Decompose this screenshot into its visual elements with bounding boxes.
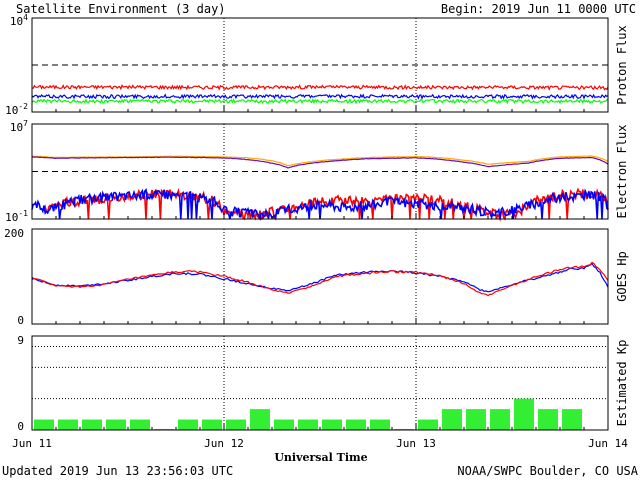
kp-bar xyxy=(250,409,270,430)
hp-panel: 200 0 GOES Hp xyxy=(4,227,629,327)
kp-bar xyxy=(514,398,534,430)
electron-series-orange xyxy=(31,155,609,167)
kp-bar xyxy=(82,419,102,430)
hp-series-blue xyxy=(31,262,609,293)
y-tick-label: 107 xyxy=(10,119,28,134)
begin-time: Begin: 2019 Jun 11 0000 UTC xyxy=(441,2,636,16)
kp-bar xyxy=(442,409,462,430)
kp-bar xyxy=(418,419,438,430)
hp-y-label: GOES Hp xyxy=(615,251,629,302)
proton-series-blue xyxy=(31,93,609,100)
kp-bar xyxy=(538,409,558,430)
y-tick-label: 0 xyxy=(17,314,24,327)
x-tick-label: Jun 14 xyxy=(588,437,628,450)
kp-bar xyxy=(562,409,582,430)
x-axis-label: Universal Time xyxy=(274,451,367,464)
y-tick-label: 0 xyxy=(17,420,24,433)
chart-panels: 104 10-2 Proton Flux 107 10-1 Electron Flux 20… xyxy=(4,13,629,450)
kp-bar xyxy=(130,419,150,430)
kp-bar xyxy=(58,419,78,430)
kp-panel: 9 0 Estimated Kp xyxy=(17,334,629,433)
y-tick-label: 104 xyxy=(10,13,28,28)
y-tick-label: 9 xyxy=(17,334,24,347)
kp-bar xyxy=(34,419,54,430)
kp-bar xyxy=(226,419,246,430)
x-tick-label: Jun 13 xyxy=(396,437,436,450)
kp-bar xyxy=(370,419,390,430)
proton-series-red xyxy=(31,84,609,91)
proton-panel: 104 10-2 Proton Flux xyxy=(5,13,629,117)
kp-bar xyxy=(466,409,486,430)
kp-bar xyxy=(154,428,174,430)
kp-bar xyxy=(346,419,366,430)
electron-panel: 107 10-1 Electron Flux xyxy=(5,119,629,224)
kp-bar xyxy=(490,409,510,430)
kp-bar xyxy=(322,419,342,430)
y-tick-label: 10-2 xyxy=(5,102,28,117)
y-tick-label: 10-1 xyxy=(5,209,28,224)
proton-series-green xyxy=(31,97,609,105)
y-tick-label: 200 xyxy=(4,227,24,240)
electron-y-label: Electron Flux xyxy=(615,125,629,219)
kp-bar xyxy=(178,419,198,430)
chart-title: Satellite Environment (3 day) xyxy=(16,2,226,16)
proton-y-label: Proton Flux xyxy=(615,25,629,104)
kp-bar xyxy=(106,419,126,430)
kp-y-label: Estimated Kp xyxy=(615,340,629,427)
hp-frame xyxy=(31,228,609,325)
electron-frame xyxy=(31,123,609,220)
kp-bar xyxy=(298,419,318,430)
x-tick-label: Jun 12 xyxy=(204,437,244,450)
hp-series-red xyxy=(31,261,609,297)
kp-bar xyxy=(394,428,414,430)
credit-text: NOAA/SWPC Boulder, CO USA xyxy=(457,464,638,478)
kp-bar xyxy=(202,419,222,430)
updated-timestamp: Updated 2019 Jun 13 23:56:03 UTC xyxy=(2,464,233,478)
electron-series-purple xyxy=(32,156,609,169)
kp-bar xyxy=(274,419,294,430)
x-tick-label: Jun 11 xyxy=(12,437,52,450)
electron-series-red xyxy=(43,187,609,222)
